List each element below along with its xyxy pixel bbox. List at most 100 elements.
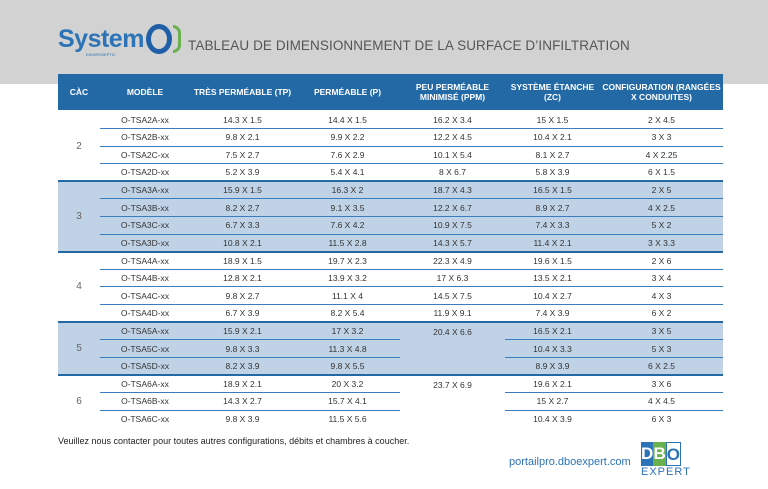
model-cell: O-TSA5C-xx (100, 339, 190, 358)
table-cell: 5 X 2 (600, 216, 723, 235)
table-cell: 17 X 3.2 (295, 321, 400, 340)
model-cell: O-TSA4A-xx (100, 250, 190, 270)
table-cell: 18.9 X 1.5 (190, 250, 295, 270)
portal-link[interactable]: portailpro.dboexpert.com (509, 456, 631, 468)
table-cell: 11.9 X 9.1 (400, 304, 505, 323)
system-o-logo: System (58, 22, 181, 56)
cac-cell: 5 (58, 321, 100, 375)
table-cell: 19.7 X 2.3 (295, 250, 400, 270)
table-row: O-TSA6B-xx 14.3 X 2.7 15.7 X 4.1 15 X 2.7 4 … (58, 392, 723, 411)
table-cell: 10.8 X 2.1 (190, 233, 295, 252)
table-cell: 9.8 X 2.7 (190, 286, 295, 305)
table-cell: 9.8 X 5.5 (295, 356, 400, 375)
column-header: MODÈLE (100, 74, 190, 112)
table-cell: 16.2 X 3.4 (400, 110, 505, 129)
table-cell: 14.3 X 1.5 (190, 110, 295, 129)
table-cell: 10.1 X 5.4 (400, 145, 505, 164)
table-row: O-TSA2B-xx 9.8 X 2.1 9.9 X 2.2 12.2 X 4.5 10… (58, 128, 723, 147)
table-cell: 8.1 X 2.7 (505, 145, 600, 164)
table-cell: 4 X 3 (600, 286, 723, 305)
table-cell: 9.9 X 2.2 (295, 128, 400, 147)
table-row: O-TSA3C-xx 6.7 X 3.3 7.6 X 4.2 10.9 X 7.5 7.… (58, 216, 723, 235)
table-cell: 3 X 3.3 (600, 233, 723, 252)
model-cell: O-TSA4B-xx (100, 268, 190, 287)
table-cell: 4 X 4.5 (600, 392, 723, 411)
table-cell: 15 X 1.5 (505, 110, 600, 129)
table-row: 5 O-TSA5A-xx 15.9 X 2.1 17 X 3.2 20.4 X 6.6 1… (58, 321, 723, 375)
ppm-merged-cell: 23.7 X 6.9 (400, 373, 505, 428)
column-header: PEU PERMÉABLE MINIMISÉ (PPM) (400, 74, 505, 112)
table-cell: 17 X 6.3 (400, 268, 505, 287)
sizing-table: CÀC MODÈLE TRÈS PERMÉABLE (TP) PERMÉABLE (P… (58, 74, 723, 428)
table-row: O-TSA4D-xx 6.7 X 3.9 8.2 X 5.4 11.9 X 9.1 7.… (58, 304, 723, 323)
table-cell: 12.2 X 4.5 (400, 128, 505, 147)
table-cell: 8.9 X 2.7 (505, 198, 600, 217)
table-cell: 14.4 X 1.5 (295, 110, 400, 129)
table-cell: 11.1 X 4 (295, 286, 400, 305)
table-cell: 3 X 5 (600, 321, 723, 340)
table-cell: 4 X 2.5 (600, 198, 723, 217)
model-cell: O-TSA3C-xx (100, 216, 190, 235)
table-row: O-TSA5D-xx 8.2 X 3.9 9.8 X 5.5 8.9 X 3.9 6 X… (58, 356, 723, 375)
table-cell: 8.2 X 2.7 (190, 198, 295, 217)
table-cell: 3 X 6 (600, 373, 723, 393)
table-row: 6 O-TSA6A-xx 18.9 X 2.1 20 X 3.2 23.7 X 6.9 1… (58, 373, 723, 428)
table-cell: 6 X 1.5 (600, 163, 723, 182)
table-cell: 10.4 X 2.7 (505, 286, 600, 305)
table-cell: 8.2 X 3.9 (190, 356, 295, 375)
column-header: PERMÉABLE (P) (295, 74, 400, 112)
column-header: CONFIGURATION (RANGÉES X CONDUITES) (600, 74, 723, 112)
table-cell: 3 X 4 (600, 268, 723, 287)
table-row: O-TSA5C-xx 9.8 X 3.3 11.3 X 4.8 10.4 X 3.3 5… (58, 339, 723, 358)
table-cell: 7.4 X 3.9 (505, 304, 600, 323)
table-cell: 11.5 X 5.6 (295, 409, 400, 428)
table-cell: 19.6 X 2.1 (505, 373, 600, 393)
model-cell: O-TSA3A-xx (100, 180, 190, 199)
table-cell: 13.9 X 3.2 (295, 268, 400, 287)
table-cell: 20 X 3.2 (295, 373, 400, 393)
logo-o-icon (145, 24, 172, 54)
model-cell: O-TSA6C-xx (100, 409, 190, 428)
table-cell: 9.1 X 3.5 (295, 198, 400, 217)
table-cell: 19.6 X 1.5 (505, 250, 600, 270)
table-cell: 5.8 X 3.9 (505, 163, 600, 182)
table-cell: 6.7 X 3.3 (190, 216, 295, 235)
cac-cell: 3 (58, 180, 100, 252)
table-cell: 11.3 X 4.8 (295, 339, 400, 358)
table-row: O-TSA4B-xx 12.8 X 2.1 13.9 X 3.2 17 X 6.3 13… (58, 268, 723, 287)
table-row: 2 O-TSA2A-xx 14.3 X 1.5 14.4 X 1.5 16.2 X 3.… (58, 109, 723, 182)
cac-cell: 2 (58, 109, 100, 182)
table-cell: 14.5 X 7.5 (400, 286, 505, 305)
table-row: 3 O-TSA3A-xx 15.9 X 1.5 16.3 X 2 18.7 X 4.3 1… (58, 180, 723, 252)
column-header: TRÈS PERMÉABLE (TP) (190, 74, 295, 112)
dbo-letter: O (665, 442, 682, 466)
table-cell: 8.2 X 5.4 (295, 304, 400, 323)
column-header: CÀC (58, 74, 100, 112)
cac-cell: 6 (58, 373, 100, 428)
model-cell: O-TSA2A-xx (100, 110, 190, 129)
cac-cell: 4 (58, 250, 100, 323)
ppm-merged-cell: 20.4 X 6.6 (400, 321, 505, 375)
page-title: TABLEAU DE DIMENSIONNEMENT DE LA SURFACE… (188, 38, 630, 53)
table-cell: 11.4 X 2.1 (505, 233, 600, 252)
table-cell: 16.5 X 1.5 (505, 180, 600, 199)
logo-text: System (58, 24, 144, 53)
table-cell: 6.7 X 3.9 (190, 304, 295, 323)
table-cell: 16.5 X 2.1 (505, 321, 600, 340)
logo-arc-icon (172, 25, 181, 53)
table-cell: 15 X 2.7 (505, 392, 600, 411)
table-row: O-TSA2D-xx 5.2 X 3.9 5.4 X 4.1 8 X 6.7 5.8 X… (58, 163, 723, 182)
table-cell: 14.3 X 5.7 (400, 233, 505, 252)
table-cell: 7.4 X 3.3 (505, 216, 600, 235)
dbo-letter: D (641, 442, 654, 466)
model-cell: O-TSA3D-xx (100, 233, 190, 252)
model-cell: O-TSA2D-xx (100, 163, 190, 182)
header-band (0, 0, 768, 84)
model-cell: O-TSA2B-xx (100, 128, 190, 147)
model-cell: O-TSA6B-xx (100, 392, 190, 411)
table-cell: 11.5 X 2.8 (295, 233, 400, 252)
table-cell: 15.7 X 4.1 (295, 392, 400, 411)
table-cell: 6 X 2.5 (600, 356, 723, 375)
table-cell: 10.4 X 2.1 (505, 128, 600, 147)
table-cell: 9.8 X 2.1 (190, 128, 295, 147)
